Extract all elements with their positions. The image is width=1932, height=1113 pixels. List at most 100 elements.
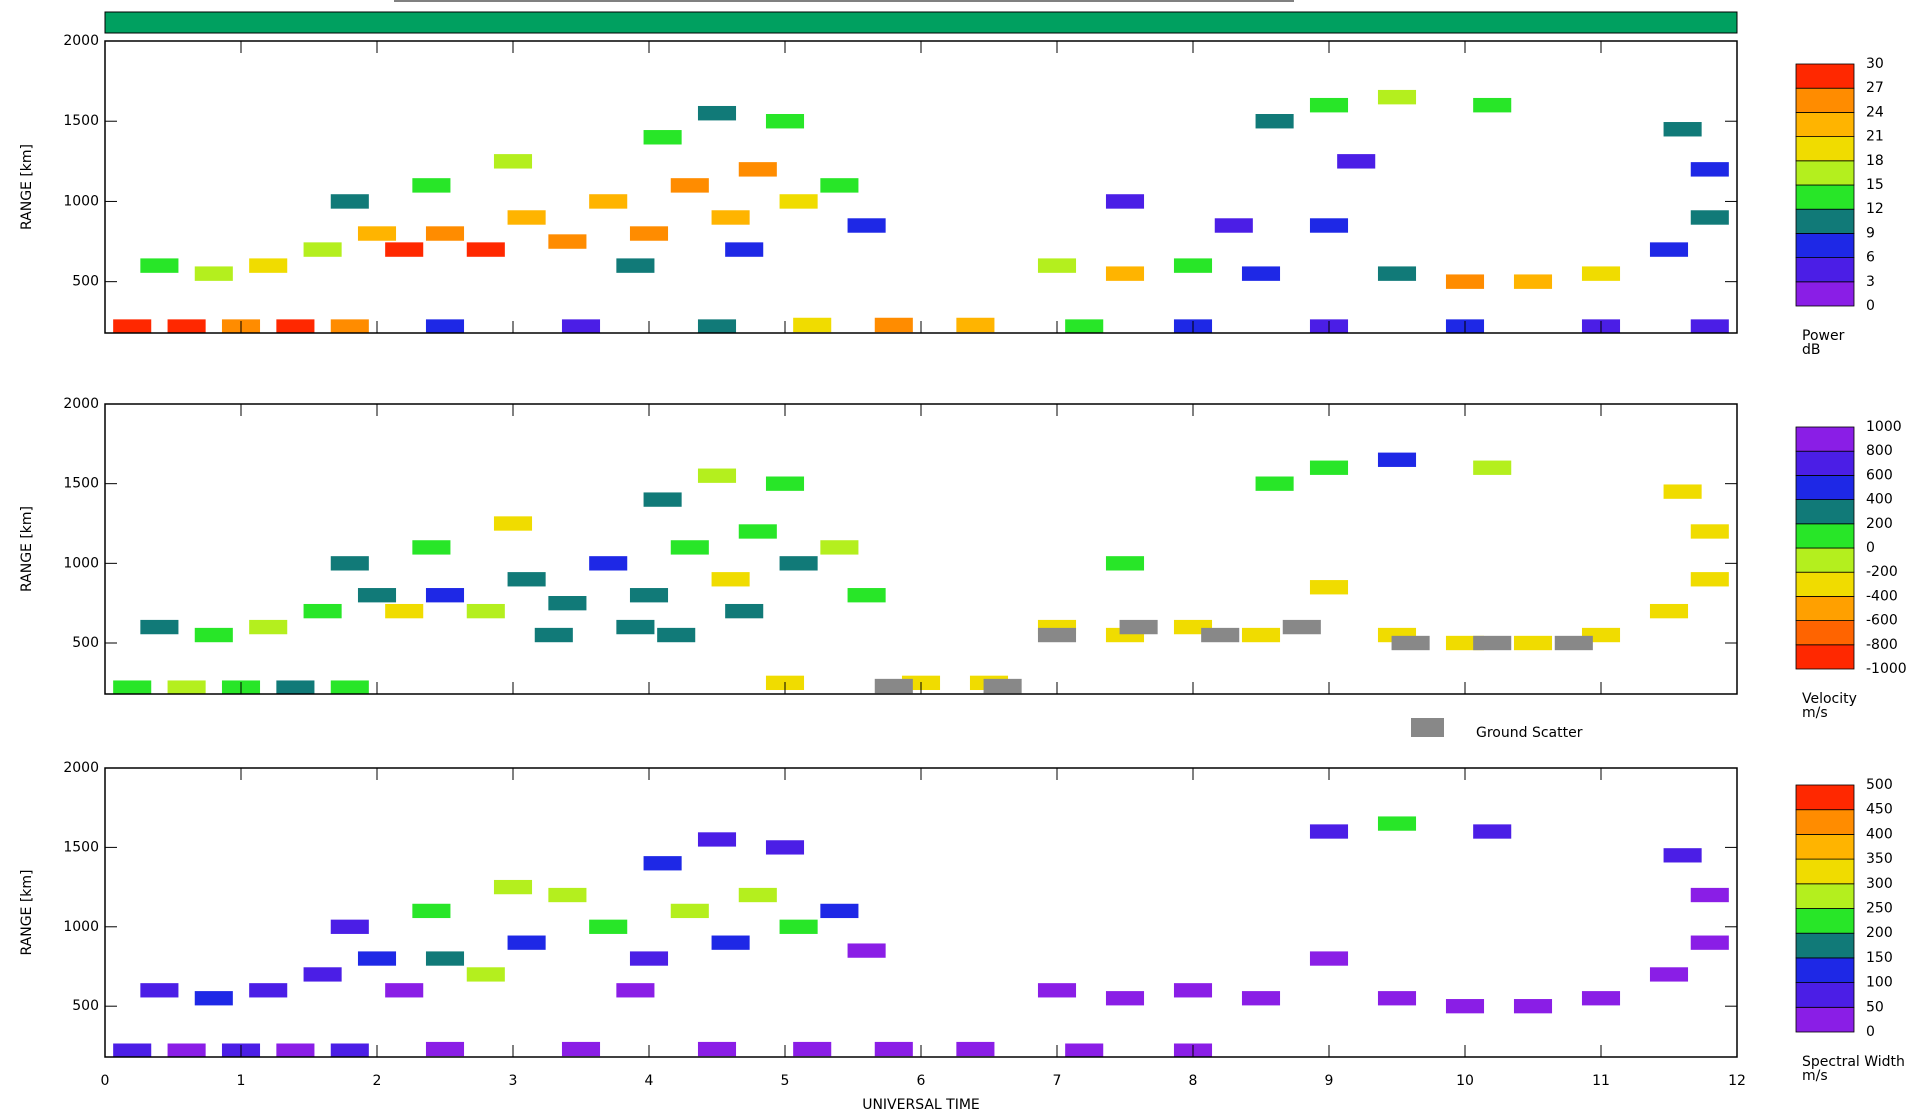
colorbar-tick-label: 200 (1866, 516, 1893, 532)
colorbar-tick-label: 21 (1866, 129, 1884, 145)
data-cell (1690, 572, 1729, 587)
legend-swatch (1411, 718, 1444, 737)
colorbar-tick-label: 500 (1866, 777, 1893, 793)
x-tick-label: 3 (509, 1073, 518, 1089)
data-cell (1309, 97, 1349, 113)
colorbar-bin (1795, 571, 1855, 597)
data-cell (1241, 991, 1281, 1006)
colorbar-tick-label: 6 (1866, 250, 1875, 266)
colorbar-bin (1795, 620, 1855, 646)
ground-scatter-cell (1554, 635, 1593, 651)
data-cell (1037, 258, 1077, 273)
data-cell (820, 178, 859, 193)
data-cell (1513, 274, 1553, 289)
data-cell (357, 951, 397, 966)
colorbar-label: Power (1802, 328, 1845, 344)
colorbar-bin (1795, 450, 1855, 476)
ground-scatter-cell (1282, 619, 1321, 635)
data-cell (1445, 274, 1485, 289)
data-cell (303, 603, 342, 619)
data-cell (330, 1043, 369, 1057)
data-cell (670, 178, 709, 193)
data-cell (1241, 627, 1281, 643)
x-tick-label: 5 (781, 1073, 790, 1089)
colorbar-tick-label: 200 (1866, 925, 1893, 941)
data-cell (1581, 991, 1621, 1006)
data-cell (697, 468, 737, 483)
colorbar-units: m/s (1802, 1068, 1828, 1084)
colorbar-tick-label: -200 (1866, 564, 1898, 580)
data-cell (589, 556, 628, 571)
x-tick-label: 11 (1592, 1073, 1610, 1089)
colorbar-tick-label: 800 (1866, 443, 1893, 459)
data-cell (1663, 122, 1702, 137)
data-cell (425, 319, 465, 333)
data-cell (412, 903, 451, 919)
colorbar-bin (1795, 883, 1855, 909)
data-cell (738, 162, 777, 177)
ground-scatter-cell (1201, 627, 1240, 643)
colorbar-tick-label: 12 (1866, 201, 1884, 217)
colorbar-tick-label: 600 (1866, 467, 1893, 483)
data-cell (357, 226, 397, 241)
data-cell (425, 588, 465, 603)
data-cell (140, 258, 179, 273)
data-cell (847, 588, 886, 603)
data-cell (1690, 319, 1729, 333)
data-cell (1105, 556, 1145, 571)
data-cell (140, 983, 179, 998)
colorbar-tick-label: 9 (1866, 225, 1875, 241)
colorbar-label: Spectral Width (1802, 1054, 1905, 1070)
data-cell (167, 1043, 206, 1057)
colorbar-bin (1795, 474, 1855, 500)
data-cell (697, 832, 737, 847)
data-cell (765, 840, 805, 855)
data-cell (1337, 154, 1376, 169)
data-cell (1473, 460, 1512, 475)
colorbar-tick-label: 30 (1866, 56, 1884, 72)
colorbar-tick-label: 1000 (1866, 419, 1902, 435)
colorbar-bin (1795, 184, 1855, 210)
y-tick-label: 500 (72, 274, 99, 290)
data-cell (113, 319, 152, 333)
colorbar-bin (1795, 499, 1855, 525)
data-cell (425, 226, 465, 241)
data-cell (249, 258, 288, 273)
colorbar-tick-label: -1000 (1866, 661, 1907, 677)
y-tick-label: 500 (72, 998, 99, 1014)
data-cell (507, 935, 546, 950)
data-cell (548, 887, 587, 903)
data-cell (1065, 319, 1104, 333)
data-cell (820, 903, 859, 919)
data-cell (1377, 89, 1417, 105)
plot-frame (104, 767, 1738, 1058)
data-cell (711, 935, 750, 950)
colorbar-bin (1795, 63, 1855, 89)
data-cell (425, 1041, 465, 1057)
data-cell (167, 680, 206, 694)
colorbar-tick-label: 15 (1866, 177, 1884, 193)
data-cell (725, 242, 764, 257)
x-tick-label: 10 (1456, 1073, 1474, 1089)
data-cell (643, 130, 682, 145)
ground-scatter-cell (1037, 627, 1077, 643)
x-tick-label: 2 (373, 1073, 382, 1089)
header-bar (104, 11, 1738, 34)
data-cell (1690, 935, 1729, 950)
data-cell (1309, 951, 1349, 966)
data-cell (1377, 816, 1417, 831)
data-cell (303, 967, 342, 982)
colorbar-bin (1795, 426, 1855, 452)
colorbar-units: m/s (1802, 705, 1828, 721)
colorbar-bin (1795, 1006, 1855, 1033)
y-tick-label: 2000 (63, 760, 99, 776)
colorbar-bin (1795, 858, 1855, 885)
colorbar-tick-label: 250 (1866, 901, 1893, 917)
colorbar-bin (1795, 257, 1855, 283)
y-tick-label: 1000 (63, 919, 99, 935)
x-tick-label: 12 (1728, 1073, 1746, 1089)
y-tick-label: 1500 (63, 476, 99, 492)
y-tick-label: 1500 (63, 839, 99, 855)
data-cell (1690, 887, 1729, 903)
colorbar-bin (1795, 281, 1855, 307)
